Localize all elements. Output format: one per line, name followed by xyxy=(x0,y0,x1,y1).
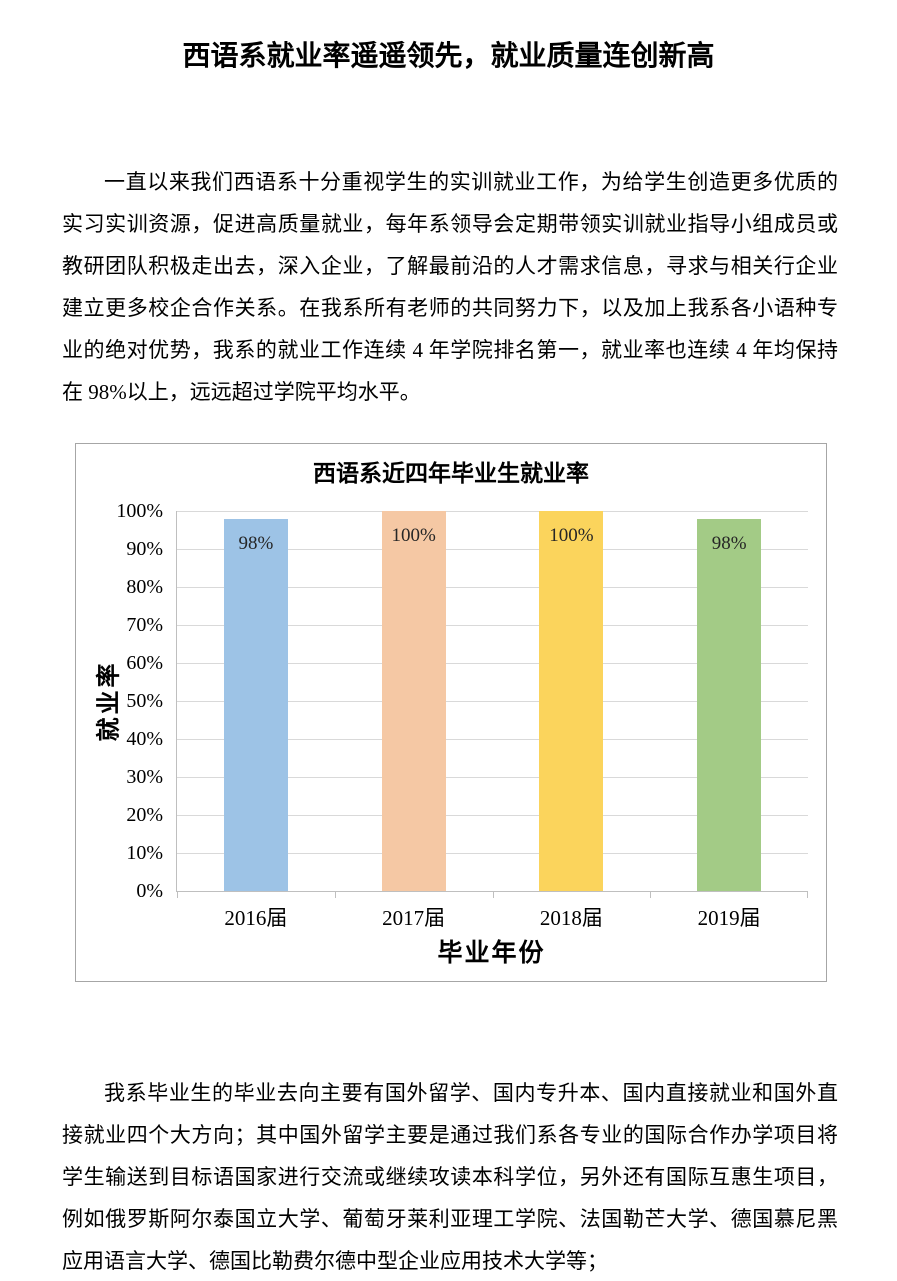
x-axis-tick xyxy=(335,891,336,898)
x-axis-tick xyxy=(493,891,494,898)
x-tick-label: 2019届 xyxy=(697,906,761,930)
gridline xyxy=(177,625,808,626)
x-axis-tick xyxy=(807,891,808,898)
y-tick-label: 10% xyxy=(126,842,163,864)
y-tick-label: 50% xyxy=(126,690,163,712)
gridline xyxy=(177,511,808,512)
gridline xyxy=(177,663,808,664)
bar-2017届: 100% xyxy=(381,511,446,891)
bar-2018届: 100% xyxy=(539,511,604,891)
gridline xyxy=(177,701,808,702)
bar-value-label: 100% xyxy=(549,525,594,546)
x-tick-label: 2018届 xyxy=(539,906,603,930)
x-axis-title: 毕业年份 xyxy=(437,940,546,967)
employment-rate-chart: 西语系近四年毕业生就业率 就业率 0% 10% 20% 30% 40% 50% 60% 70%… xyxy=(75,443,827,982)
y-tick-label: 0% xyxy=(136,880,163,902)
chart-title: 西语系近四年毕业生就业率 xyxy=(313,461,589,486)
gridline xyxy=(177,549,808,550)
bar-value-label: 100% xyxy=(391,525,436,546)
bar-2019届: 98% xyxy=(697,518,762,891)
gridline xyxy=(177,815,808,816)
x-tick-label: 2016届 xyxy=(224,906,288,930)
x-axis-tick xyxy=(650,891,651,898)
gridline xyxy=(177,587,808,588)
y-tick-label: 100% xyxy=(116,500,163,522)
page-title: 西语系就业率遥遥领先，就业质量连创新高 xyxy=(182,41,715,72)
gridline xyxy=(177,739,808,740)
graduates-paragraph: 我系毕业生的毕业去向主要有国外留学、国内专升本、国内直接就业和国外直接就业四个大… xyxy=(62,1081,838,1273)
bar-value-label: 98% xyxy=(711,532,747,554)
y-tick-label: 60% xyxy=(126,652,163,674)
intro-paragraph: 一直以来我们西语系十分重视学生的实训就业工作，为给学生创造更多优质的实习实训资源… xyxy=(62,170,838,404)
y-tick-label: 20% xyxy=(126,804,163,826)
chart-plot-area: 0% 10% 20% 30% 40% 50% 60% 70% 80% 90% 100% 98% 2016… xyxy=(116,501,808,930)
x-tick-label: 2017届 xyxy=(382,906,446,930)
gridline xyxy=(177,777,808,778)
bar-2016届: 98% xyxy=(223,518,288,891)
x-axis-tick xyxy=(177,891,178,898)
y-tick-label: 40% xyxy=(126,728,163,750)
gridline xyxy=(177,853,808,854)
bar-value-label: 98% xyxy=(238,532,274,554)
y-tick-label: 90% xyxy=(126,538,163,560)
y-tick-label: 80% xyxy=(126,576,163,598)
y-tick-label: 30% xyxy=(126,766,163,788)
y-tick-label: 70% xyxy=(126,614,163,636)
